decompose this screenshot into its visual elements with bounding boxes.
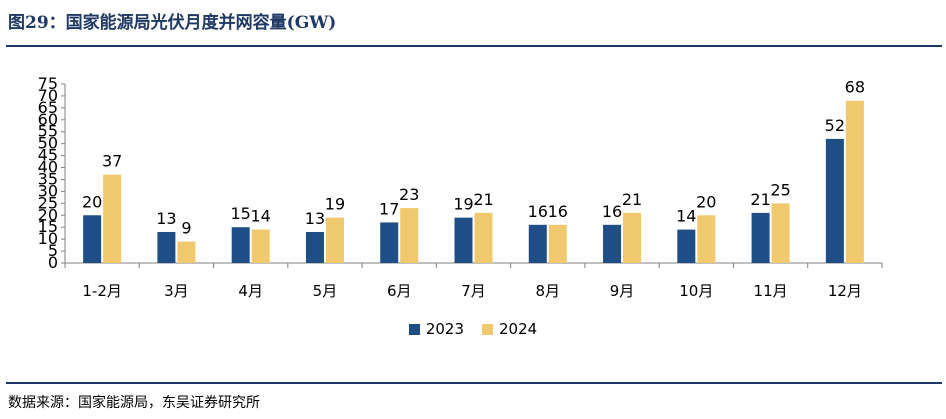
legend-swatch-2024	[482, 323, 493, 335]
data-label-2023: 21	[750, 190, 770, 209]
legend-item-2023: 2023	[408, 320, 464, 338]
y-tick-label: 35	[38, 169, 58, 188]
y-tick-label: 15	[38, 217, 58, 236]
source-note: 数据来源：国家能源局，东吴证券研究所	[8, 395, 260, 411]
data-label-2024: 16	[548, 202, 568, 221]
y-tick-label: 0	[48, 253, 58, 272]
data-label-2023: 16	[528, 202, 548, 221]
data-label-2023: 13	[156, 209, 176, 228]
bar-2024	[623, 212, 642, 263]
x-tick-label: 3月	[164, 282, 189, 300]
y-tick-label: 40	[38, 158, 58, 177]
bar-2024	[251, 229, 270, 263]
bar-2023	[83, 215, 102, 263]
x-tick-label: 10月	[679, 282, 713, 300]
x-tick-label: 7月	[461, 282, 486, 300]
legend-swatch-2023	[408, 323, 420, 335]
y-tick-label: 60	[38, 110, 58, 129]
top-rule	[6, 45, 942, 47]
bar-2023	[157, 231, 176, 263]
bar-2023	[305, 231, 324, 263]
data-label-2023: 19	[453, 195, 473, 214]
data-label-2024: 19	[325, 195, 345, 214]
bar-2024	[697, 215, 716, 263]
bar-2023	[528, 224, 547, 263]
y-tick-label: 5	[48, 241, 58, 260]
legend-label-2024: 2024	[499, 320, 538, 338]
y-tick-label: 20	[38, 205, 58, 224]
data-label-2024: 21	[473, 190, 493, 209]
bar-2023	[380, 222, 399, 263]
x-tick-label: 11月	[754, 282, 788, 300]
bar-2023	[677, 229, 696, 263]
y-tick-label: 70	[38, 86, 58, 105]
bottom-rule	[6, 382, 942, 384]
y-tick-label: 30	[38, 181, 58, 200]
bar-chart: 0510152025303540455055606570751-2月20373月…	[38, 74, 883, 300]
y-tick-label: 25	[38, 193, 58, 212]
data-label-2024: 68	[845, 78, 865, 97]
bar-2024	[325, 217, 344, 263]
data-label-2023: 13	[305, 209, 325, 228]
data-label-2024: 14	[251, 207, 271, 226]
legend: 2023 2024	[0, 320, 946, 338]
data-label-2024: 21	[622, 190, 642, 209]
bar-2024	[548, 224, 567, 263]
data-label-2023: 20	[82, 192, 102, 211]
x-tick-label: 1-2月	[82, 282, 122, 300]
bar-2024	[474, 212, 493, 263]
data-label-2024: 37	[102, 152, 122, 171]
bar-2023	[603, 224, 622, 263]
data-label-2024: 20	[696, 192, 716, 211]
data-label-2023: 52	[825, 116, 845, 135]
bar-2024	[177, 241, 196, 263]
y-tick-label: 65	[38, 98, 58, 117]
bar-2023	[231, 227, 250, 263]
y-tick-label: 50	[38, 134, 58, 153]
data-label-2024: 9	[181, 219, 191, 238]
legend-label-2023: 2023	[425, 320, 464, 338]
data-label-2023: 15	[231, 204, 251, 223]
data-label-2023: 17	[379, 199, 399, 218]
bar-2024	[845, 100, 864, 263]
data-label-2023: 14	[676, 207, 696, 226]
y-tick-label: 75	[38, 74, 58, 93]
y-tick-label: 45	[38, 146, 58, 165]
data-label-2024: 23	[399, 185, 419, 204]
x-tick-label: 12月	[828, 282, 862, 300]
bar-2024	[771, 203, 790, 263]
x-tick-label: 4月	[238, 282, 263, 300]
chart-title: 图29：国家能源局光伏月度并网容量(GW)	[8, 13, 337, 33]
legend-item-2024: 2024	[482, 320, 537, 338]
data-label-2023: 16	[602, 202, 622, 221]
bar-2023	[751, 212, 770, 263]
data-label-2024: 25	[770, 180, 790, 199]
bar-2023	[454, 217, 473, 263]
bar-2024	[103, 174, 122, 263]
x-tick-label: 5月	[313, 282, 338, 300]
x-tick-label: 8月	[535, 282, 560, 300]
y-tick-label: 10	[38, 229, 58, 248]
bar-2023	[825, 138, 844, 263]
y-tick-label: 55	[38, 122, 58, 141]
bar-2024	[400, 208, 419, 263]
x-tick-label: 6月	[387, 282, 412, 300]
x-tick-label: 9月	[610, 282, 635, 300]
